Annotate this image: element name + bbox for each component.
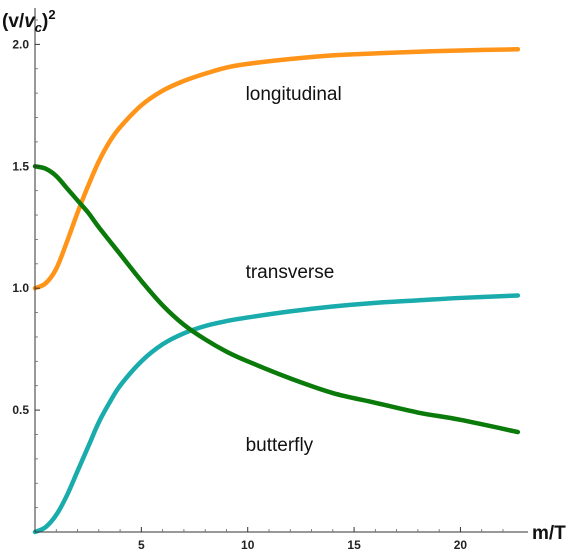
series-label-butterfly: butterfly — [246, 435, 314, 456]
x-tick-label: 20 — [454, 538, 468, 552]
y-tick-label: 0.5 — [12, 403, 29, 417]
y-axis-title-v: v — [24, 11, 36, 32]
tick-layer: 5 10 15 20 0.5 1.0 1.5 2.0 — [12, 19, 504, 552]
series-line-butterfly — [32, 164, 521, 435]
y-tick-label: 2.0 — [12, 37, 29, 51]
y-axis-title: (v/vc)2 — [2, 7, 56, 35]
x-axis-title: m/T — [532, 523, 566, 544]
y-tick-label: 1.5 — [12, 159, 29, 173]
y-axis-title-superscript: 2 — [48, 7, 55, 22]
x-tick-label: 15 — [347, 538, 361, 552]
x-tick-label: 10 — [241, 538, 255, 552]
y-tick-label: 1.0 — [12, 281, 29, 295]
series-label-longitudinal: longitudinal — [246, 84, 342, 105]
x-tick-label: 5 — [138, 538, 145, 552]
series-line-transverse — [32, 293, 521, 535]
annotation-layer: longitudinal transverse butterfly — [246, 84, 342, 456]
y-axis-title-close: ) — [42, 11, 48, 32]
y-axis-title-subscript: c — [35, 20, 43, 35]
series-label-transverse: transverse — [246, 262, 335, 283]
series-line-longitudinal — [32, 47, 521, 291]
series-layer — [32, 47, 521, 535]
y-axis-title-open: (v/ — [2, 11, 25, 32]
